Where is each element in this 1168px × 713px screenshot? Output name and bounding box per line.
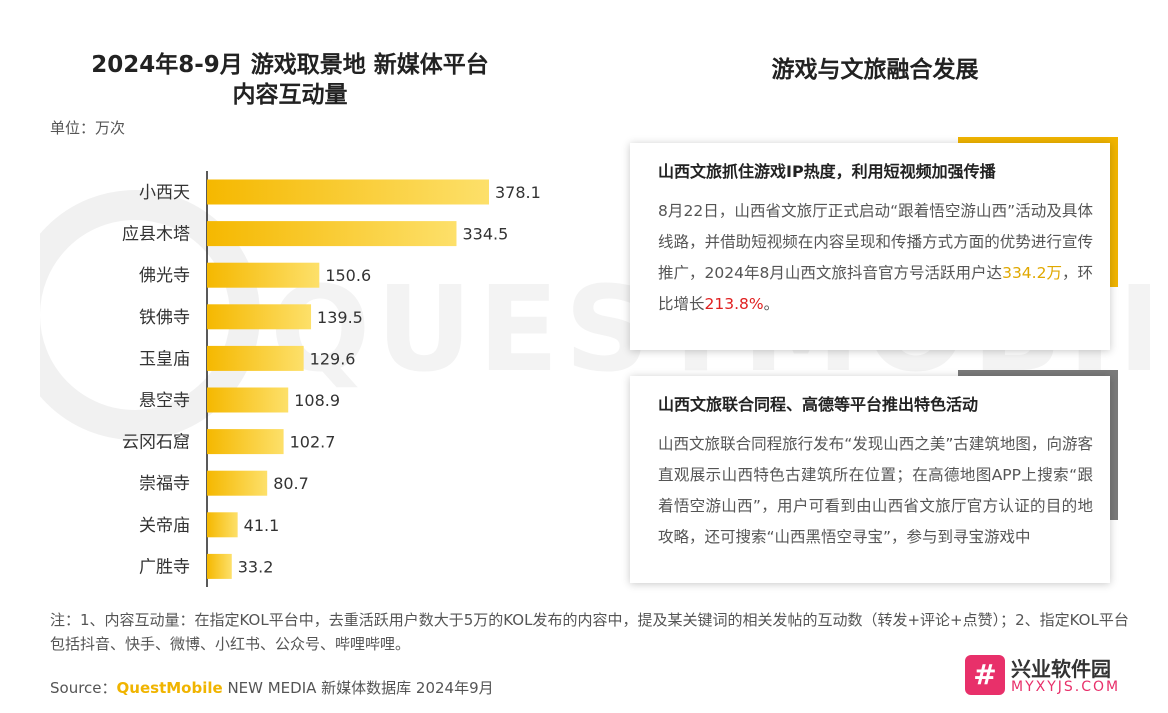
source-rest: NEW MEDIA 新媒体数据库 2024年9月 — [222, 679, 494, 697]
card1-highlight-growth: 213.8% — [704, 295, 764, 313]
card1-body: 8月22日，山西省文旅厅正式启动“跟着悟空游山西”活动及具体线路，并借助短视频在… — [658, 196, 1093, 320]
chart-title-line1: 2024年8-9月 游戏取景地 新媒体平台 — [91, 52, 489, 78]
card1-highlight-users: 334.2万 — [1002, 264, 1062, 282]
category-label: 云冈石窟 — [122, 433, 190, 453]
card-platform-activity: 山西文旅联合同程、高德等平台推出特色活动 山西文旅联合同程旅行发布“发现山西之美… — [630, 376, 1110, 583]
value-label: 41.1 — [244, 516, 280, 535]
bar — [207, 179, 489, 205]
logo-hash-icon: # — [965, 655, 1005, 695]
value-label: 108.9 — [294, 391, 340, 410]
value-label: 139.5 — [317, 308, 363, 327]
card1-title: 山西文旅抓住游戏IP热度，利用短视频加强传播 — [658, 162, 996, 181]
site-logo: # 兴业软件园 MYXYJS.COM — [965, 655, 1165, 703]
bar — [207, 553, 232, 579]
bar — [207, 387, 289, 413]
value-label: 129.6 — [310, 349, 356, 368]
category-label: 关帝庙 — [139, 516, 190, 536]
bar — [207, 429, 284, 455]
value-label: 102.7 — [290, 433, 336, 452]
category-label: 崇福寺 — [139, 474, 190, 494]
right-title: 游戏与文旅融合发展 — [771, 57, 979, 83]
bar-chart: 小西天 378.1 应县木塔 334.5 佛光寺 150.6 铁佛寺 139.5 玉皇庙 129.… — [122, 171, 541, 587]
category-label: 悬空寺 — [139, 391, 190, 411]
card2-body: 山西文旅联合同程旅行发布“发现山西之美”古建筑地图，向游客直观展示山西特色古建筑… — [658, 435, 1093, 546]
logo-cn-text: 兴业软件园 — [1011, 657, 1111, 681]
footnote: 注：1、内容互动量：在指定KOL平台中，去重活跃用户数大于5万的KOL发布的内容… — [50, 611, 1129, 653]
category-label: 广胜寺 — [139, 557, 190, 577]
card1-body-before: 8月22日，山西省文旅厅正式启动“跟着悟空游山西”活动及具体线路，并借助短视频在… — [658, 202, 1093, 282]
bar — [207, 262, 320, 288]
source-line: Source：QuestMobile NEW MEDIA 新媒体数据库 2024… — [50, 677, 494, 698]
logo-en-text: MYXYJS.COM — [1011, 679, 1121, 695]
category-label: 佛光寺 — [139, 266, 190, 286]
bar — [207, 512, 238, 538]
card1-body-after: 。 — [763, 295, 780, 313]
bar — [207, 345, 304, 371]
source-label: Source： — [50, 679, 117, 697]
card2-title: 山西文旅联合同程、高德等平台推出特色活动 — [658, 395, 979, 414]
value-label: 33.2 — [238, 557, 274, 576]
category-label: 小西天 — [139, 183, 190, 203]
category-label: 应县木塔 — [122, 225, 190, 245]
chart-title: 2024年8-9月 游戏取景地 新媒体平台 内容互动量 — [40, 50, 540, 110]
bar — [207, 470, 268, 496]
value-label: 80.7 — [273, 474, 309, 493]
value-label: 150.6 — [325, 266, 371, 285]
chart-title-line2: 内容互动量 — [232, 82, 348, 108]
bar — [207, 304, 312, 330]
category-label: 玉皇庙 — [139, 349, 190, 369]
chart-unit: 单位：万次 — [50, 119, 126, 137]
bar — [207, 221, 457, 247]
card-short-video: 山西文旅抓住游戏IP热度，利用短视频加强传播 8月22日，山西省文旅厅正式启动“… — [630, 143, 1110, 350]
value-label: 334.5 — [462, 225, 508, 244]
value-label: 378.1 — [495, 183, 541, 202]
category-label: 铁佛寺 — [139, 308, 190, 328]
card1-body-middle: ，环比增长 — [658, 264, 1093, 313]
source-brand: QuestMobile — [116, 679, 223, 697]
